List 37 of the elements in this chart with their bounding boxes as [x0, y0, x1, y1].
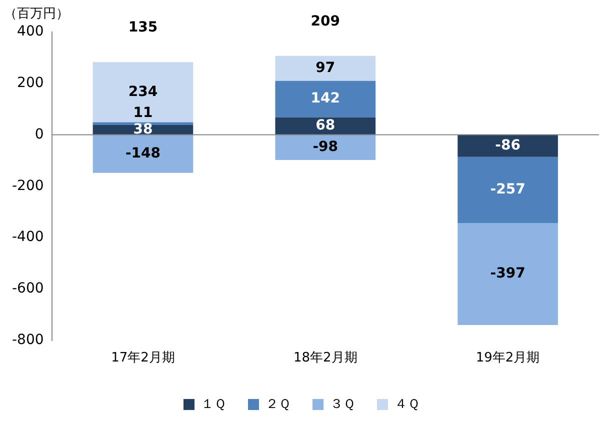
data-label: 234: [128, 84, 158, 100]
legend-label: ３Ｑ: [330, 396, 355, 412]
y-tick-label: -600: [12, 280, 44, 297]
bar: [275, 134, 376, 160]
y-tick-label: -200: [12, 178, 44, 194]
bar: [458, 222, 558, 325]
y-tick-label: 200: [17, 75, 44, 92]
x-tick-label: 19年2月期: [476, 350, 540, 366]
bar: [275, 56, 376, 81]
legend-label: １Ｑ: [201, 396, 226, 412]
data-label: 68: [316, 118, 336, 134]
data-label: -98: [312, 139, 338, 156]
x-tick-label: 18年2月期: [293, 350, 358, 366]
data-label: -397: [490, 266, 526, 282]
y-tick-label: 0: [34, 126, 44, 142]
data-label: 97: [316, 60, 336, 76]
total-label: 209: [310, 14, 340, 30]
y-axis-title: （百万円）: [4, 6, 69, 22]
bar: [92, 62, 194, 122]
legend-label: ４Ｑ: [394, 396, 420, 412]
bar: [275, 117, 376, 135]
bar: [458, 156, 558, 223]
y-tick-label: -800: [12, 332, 44, 348]
y-tick-label: -400: [12, 229, 44, 246]
bar: [275, 80, 376, 118]
data-label: -148: [125, 145, 160, 162]
data-label: 142: [310, 90, 340, 107]
data-label: 11: [133, 104, 153, 121]
data-label: -86: [495, 137, 520, 154]
total-label: 135: [128, 20, 158, 36]
y-tick-label: 400: [17, 24, 44, 40]
data-label: -257: [490, 182, 526, 198]
legend-label: ２Ｑ: [266, 396, 290, 412]
bar: [458, 134, 558, 157]
x-tick-label: 17年2月期: [111, 350, 175, 366]
bar: [92, 134, 194, 173]
data-label: 38: [133, 122, 153, 138]
